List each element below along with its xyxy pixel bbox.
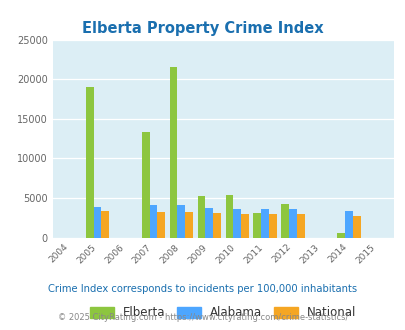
Bar (177, 205, 185, 238)
Bar (101, 211, 109, 238)
Bar (225, 195, 233, 238)
Bar (261, 209, 269, 238)
Bar (149, 205, 157, 238)
Bar (205, 208, 213, 238)
Bar (288, 209, 296, 238)
Bar (94, 207, 101, 238)
Bar (141, 132, 149, 238)
Bar (85, 87, 94, 238)
Bar (241, 214, 248, 238)
Bar (197, 196, 205, 238)
Bar (337, 233, 344, 238)
Bar (253, 213, 261, 238)
Bar (352, 216, 360, 238)
Bar (269, 214, 276, 238)
Text: © 2025 CityRating.com - https://www.cityrating.com/crime-statistics/: © 2025 CityRating.com - https://www.city… (58, 313, 347, 322)
Bar (233, 209, 241, 238)
Bar (281, 204, 288, 238)
Text: Crime Index corresponds to incidents per 100,000 inhabitants: Crime Index corresponds to incidents per… (48, 284, 357, 294)
Bar (344, 212, 352, 238)
Text: Elberta Property Crime Index: Elberta Property Crime Index (82, 21, 323, 36)
Bar (169, 67, 177, 238)
Bar (213, 214, 220, 238)
Legend: Elberta, Alabama, National: Elberta, Alabama, National (86, 303, 359, 323)
Bar (185, 212, 193, 238)
Bar (296, 214, 304, 238)
Bar (157, 212, 165, 238)
